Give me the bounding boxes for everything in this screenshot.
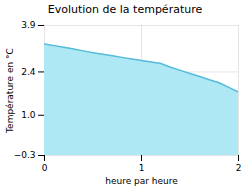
svg-text:Température en °C: Température en °C — [5, 48, 15, 134]
html-text:Evolution de la température: Evolution de la température — [47, 3, 203, 16]
svg-text:−0.3: −0.3 — [14, 150, 36, 160]
svg-text:1.0: 1.0 — [21, 110, 36, 120]
svg-text:0: 0 — [42, 163, 48, 173]
svg-text:3.9: 3.9 — [21, 20, 36, 30]
svg-text:1: 1 — [139, 163, 145, 173]
svg-text:2.4: 2.4 — [21, 67, 36, 77]
svg-text:heure par heure: heure par heure — [105, 176, 178, 186]
svg-text:2: 2 — [236, 163, 242, 173]
